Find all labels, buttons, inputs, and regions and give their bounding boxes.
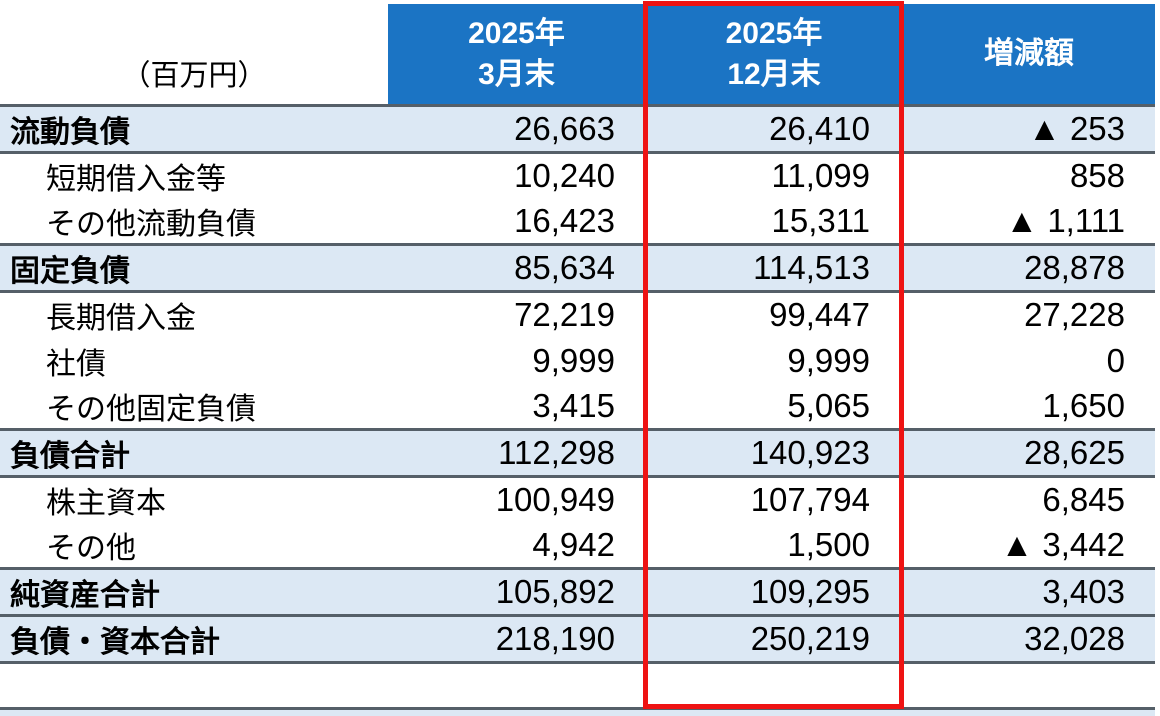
value-march: 3,415	[388, 383, 645, 430]
value-december: 43.4%	[645, 707, 903, 716]
col-header-december: 2025年 12月末	[645, 4, 903, 107]
table-row-current-liabilities: 流動負債 26,663 26,410 ▲ 253	[0, 104, 1155, 154]
table-row-other-fixed-liabilities: その他固定負債 3,415 5,065 1,650	[0, 383, 1155, 430]
value-march: 4,942	[388, 522, 645, 569]
value-december: 250,219	[645, 614, 903, 664]
col-header-change: 増減額	[903, 4, 1155, 107]
table-row-other-equity: その他 4,942 1,500 ▲ 3,442	[0, 522, 1155, 569]
value-december: 11,099	[645, 152, 903, 199]
value-december: 107,794	[645, 476, 903, 523]
row-label: その他流動負債	[0, 198, 388, 245]
table-row-fixed-liabilities: 固定負債 85,634 114,513 28,878	[0, 243, 1155, 293]
value-change: 27,228	[903, 291, 1155, 338]
table-row-total-liabilities: 負債合計 112,298 140,923 28,625	[0, 428, 1155, 478]
value-december: 26,410	[645, 104, 903, 154]
row-label: 株主資本	[0, 476, 388, 523]
col-header-december-year: 2025年	[725, 17, 823, 50]
value-march: 72,219	[388, 291, 645, 338]
value-december: 15,311	[645, 198, 903, 245]
col-header-march-year: 2025年	[468, 17, 565, 50]
table-row-long-term-borrowings: 長期借入金 72,219 99,447 27,228	[0, 291, 1155, 338]
value-change: ▲3.4%pt	[903, 707, 1155, 716]
row-label: 短期借入金等	[0, 152, 388, 199]
table-row-short-term-borrowings: 短期借入金等 10,240 11,099 858	[0, 152, 1155, 199]
row-label: 負債合計	[0, 428, 388, 478]
value-december: 109,295	[645, 567, 903, 617]
value-change: 28,625	[903, 428, 1155, 478]
value-march: 112,298	[388, 428, 645, 478]
value-december: 114,513	[645, 243, 903, 293]
value-change: 28,878	[903, 243, 1155, 293]
table-row-shareholders-equity: 株主資本 100,949 107,794 6,845	[0, 476, 1155, 523]
row-label: 固定負債	[0, 243, 388, 293]
value-change: ▲ 3,442	[903, 522, 1155, 569]
value-change: ▲ 253	[903, 104, 1155, 154]
col-header-march-month: 3月末	[478, 58, 555, 91]
value-change: 0	[903, 337, 1155, 384]
value-december: 99,447	[645, 291, 903, 338]
col-header-march: 2025年 3月末	[388, 4, 645, 107]
value-march: 85,634	[388, 243, 645, 293]
value-march: 10,240	[388, 152, 645, 199]
row-label: 社債	[0, 337, 388, 384]
table-row-equity-ratio: 自己資本比率 46.8% 43.4% ▲3.4%pt	[0, 707, 1155, 716]
table-row-bonds: 社債 9,999 9,999 0	[0, 337, 1155, 384]
value-change: 32,028	[903, 614, 1155, 664]
row-label: 負債・資本合計	[0, 614, 388, 664]
separator-gap	[0, 662, 1155, 709]
row-label: 純資産合計	[0, 567, 388, 617]
value-december: 140,923	[645, 428, 903, 478]
separator-gap-row	[0, 662, 1155, 709]
header-row: （百万円） 2025年 3月末 2025年 12月末 増減額	[0, 4, 1155, 107]
value-december: 9,999	[645, 337, 903, 384]
value-december: 5,065	[645, 383, 903, 430]
row-label: 自己資本比率	[0, 707, 388, 716]
value-change: 1,650	[903, 383, 1155, 430]
row-label: その他固定負債	[0, 383, 388, 430]
balance-sheet-table: （百万円） 2025年 3月末 2025年 12月末 増減額 流動負債 26,6…	[0, 4, 1155, 716]
value-march: 9,999	[388, 337, 645, 384]
value-march: 46.8%	[388, 707, 645, 716]
row-label: 流動負債	[0, 104, 388, 154]
col-header-change-label: 増減額	[984, 37, 1074, 70]
value-march: 100,949	[388, 476, 645, 523]
col-header-december-month: 12月末	[727, 58, 821, 91]
row-label: 長期借入金	[0, 291, 388, 338]
value-march: 16,423	[388, 198, 645, 245]
value-change: ▲ 1,111	[903, 198, 1155, 245]
value-change: 858	[903, 152, 1155, 199]
value-march: 26,663	[388, 104, 645, 154]
unit-label: （百万円）	[0, 4, 388, 107]
row-label: その他	[0, 522, 388, 569]
table-row-other-current-liabilities: その他流動負債 16,423 15,311 ▲ 1,111	[0, 198, 1155, 245]
value-march: 105,892	[388, 567, 645, 617]
value-change: 6,845	[903, 476, 1155, 523]
value-march: 218,190	[388, 614, 645, 664]
table-row-total-net-assets: 純資産合計 105,892 109,295 3,403	[0, 567, 1155, 617]
table-row-total-liabilities-and-equity: 負債・資本合計 218,190 250,219 32,028	[0, 614, 1155, 664]
value-change: 3,403	[903, 567, 1155, 617]
value-december: 1,500	[645, 522, 903, 569]
